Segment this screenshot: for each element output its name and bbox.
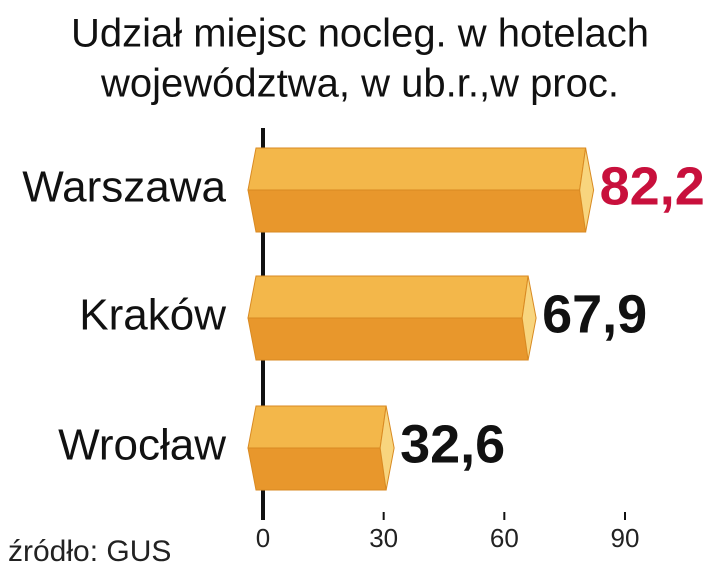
value-label: 67,9 <box>542 284 647 344</box>
bar-cap <box>379 405 395 491</box>
bar <box>247 275 537 361</box>
x-tick-label: 60 <box>490 523 519 553</box>
chart-title: Udział miejsc nocleg. w hotelach <box>71 12 649 56</box>
bar <box>247 405 395 491</box>
bar-top <box>247 147 587 191</box>
bar-bottom <box>247 447 387 491</box>
bar-cap <box>579 147 595 233</box>
bar-top <box>247 275 529 319</box>
bar-cap <box>521 275 537 361</box>
category-label: Kraków <box>79 291 226 340</box>
x-tick-label: 30 <box>369 523 398 553</box>
bar-bottom <box>247 317 529 361</box>
bar <box>247 147 595 233</box>
chart-title: województwa, w ub.r.,w proc. <box>100 62 619 106</box>
x-tick-label: 90 <box>611 523 640 553</box>
value-label: 82,2 <box>600 156 705 216</box>
category-label: Warszawa <box>22 163 226 212</box>
bar-top <box>247 405 387 449</box>
category-label: Wrocław <box>58 421 226 470</box>
source-note: źródło: GUS <box>8 535 171 568</box>
value-label: 32,6 <box>400 414 505 474</box>
x-tick-label: 0 <box>256 523 270 553</box>
bar-bottom <box>247 189 587 233</box>
